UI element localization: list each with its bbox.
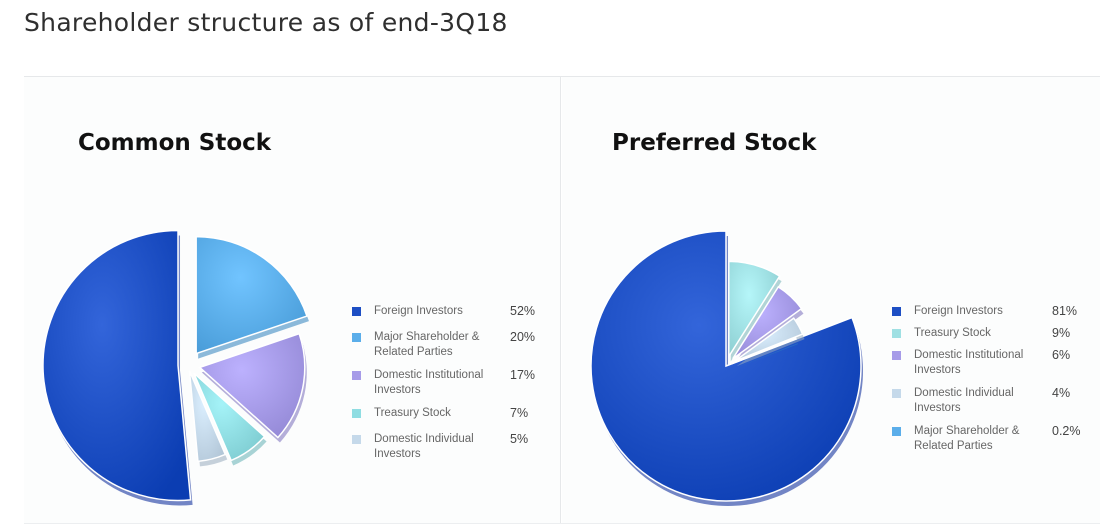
legend-label: Major Shareholder & Related Parties (374, 331, 480, 358)
pie-chart-preferred (590, 230, 864, 506)
legend-swatch (352, 307, 361, 316)
legend-value: 81% (1052, 304, 1078, 318)
legend-item: Treasury Stock 9% (892, 326, 1092, 348)
pie-slice (198, 332, 306, 439)
pie-chart-common (42, 229, 309, 506)
legend-value: 5% (510, 432, 529, 446)
legend-value: 17% (510, 368, 536, 382)
pie-slice (732, 285, 803, 360)
pie-slice (731, 337, 797, 365)
legend-label: Foreign Investors (374, 305, 463, 317)
legend-label: Domestic Individual Investors (374, 433, 474, 460)
legend-swatch (892, 351, 901, 360)
pie-slice (42, 229, 192, 502)
bottom-divider (24, 523, 1100, 524)
legend-label: Domestic Institutional Investors (374, 369, 484, 396)
legend-value: 7% (510, 406, 529, 420)
pie-slice (590, 230, 862, 502)
legend-label: Major Shareholder & Related Parties (914, 425, 1020, 452)
legend-preferred: Foreign Investors 81% Treasury Stock 9% Dome… (892, 304, 1092, 462)
chart-title-common: Common Stock (78, 130, 272, 156)
legend-label: Foreign Investors (914, 305, 1003, 317)
title-divider (24, 76, 1100, 77)
pie-slice (193, 372, 266, 462)
legend-swatch (352, 371, 361, 380)
legend-value: 9% (1052, 326, 1071, 340)
pie-slice (734, 317, 804, 362)
legend-item: Domestic Institutional Investors 17% (352, 368, 552, 406)
legend-item: Major Shareholder & Related Parties 0.2% (892, 424, 1092, 462)
legend-swatch (892, 389, 901, 398)
legend-item: Major Shareholder & Related Parties 20% (352, 330, 552, 368)
legend-label: Treasury Stock (374, 407, 451, 419)
legend-common: Foreign Investors 52% Major Shareholder & … (352, 304, 552, 470)
legend-value: 6% (1052, 348, 1071, 362)
legend-swatch (352, 333, 361, 342)
legend-item: Domestic Individual Investors 4% (892, 386, 1092, 424)
legend-swatch (892, 307, 901, 316)
chart-title-preferred: Preferred Stock (612, 130, 817, 156)
pie-slice (188, 370, 227, 463)
legend-swatch (352, 435, 361, 444)
legend-item: Foreign Investors 81% (892, 304, 1092, 326)
legend-label: Treasury Stock (914, 327, 991, 339)
panel-divider (560, 77, 561, 523)
legend-value: 4% (1052, 386, 1071, 400)
legend-item: Domestic Individual Investors 5% (352, 432, 552, 470)
pie-slice-depth (733, 343, 798, 369)
pie-slice (195, 235, 308, 355)
legend-value: 52% (510, 304, 536, 318)
legend-label: Domestic Institutional Investors (914, 349, 1024, 376)
legend-value: 20% (510, 330, 536, 344)
legend-item: Foreign Investors 52% (352, 304, 552, 330)
page-title: Shareholder structure as of end-3Q18 (24, 8, 508, 37)
pie-slice (728, 260, 781, 359)
legend-swatch (352, 409, 361, 418)
legend-swatch (892, 427, 901, 436)
legend-item: Domestic Institutional Investors 6% (892, 348, 1092, 386)
legend-swatch (892, 329, 901, 338)
legend-value: 0.2% (1052, 424, 1081, 438)
legend-item: Treasury Stock 7% (352, 406, 552, 432)
legend-label: Domestic Individual Investors (914, 387, 1014, 414)
